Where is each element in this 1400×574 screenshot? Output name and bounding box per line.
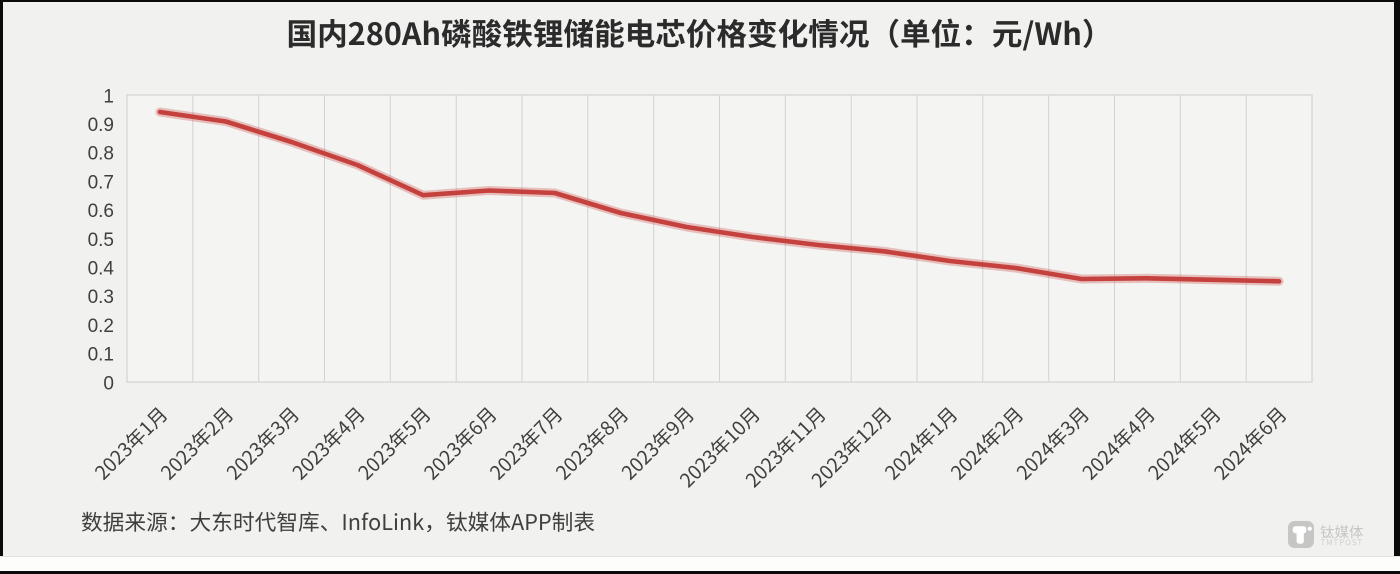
svg-text:0.9: 0.9 — [88, 115, 114, 136]
svg-text:0.5: 0.5 — [88, 230, 114, 251]
svg-text:0.1: 0.1 — [88, 345, 114, 366]
svg-text:0.2: 0.2 — [88, 316, 114, 337]
svg-text:0.6: 0.6 — [88, 201, 114, 222]
svg-text:0.3: 0.3 — [88, 287, 114, 308]
svg-text:1: 1 — [103, 86, 114, 107]
svg-text:0.8: 0.8 — [88, 144, 114, 165]
svg-text:0: 0 — [103, 373, 114, 394]
svg-text:0.4: 0.4 — [88, 259, 115, 280]
svg-text:0.7: 0.7 — [88, 172, 114, 193]
